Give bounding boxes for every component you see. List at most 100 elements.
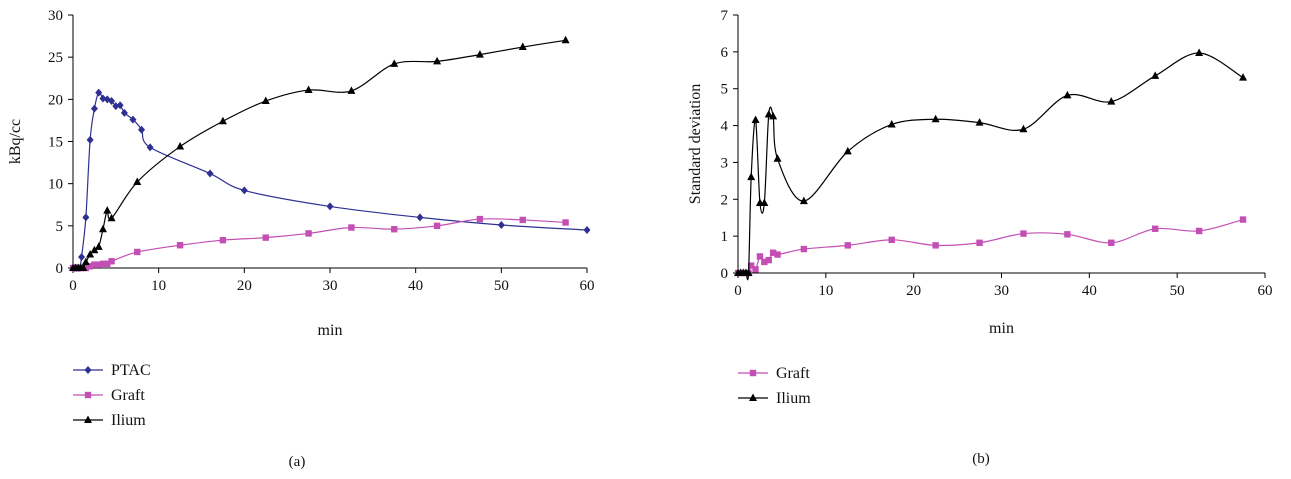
chart-a-point-graft <box>108 258 115 265</box>
chart-a-point-graft <box>86 263 94 270</box>
chart-b-point-graft <box>888 236 895 244</box>
chart-b-x-axis-label: min <box>989 320 1014 337</box>
chart-b-y-axis-label: Standard deviation <box>687 84 704 204</box>
chart-b-point-graft <box>1195 227 1203 235</box>
chart-a-point-ilium <box>347 86 356 94</box>
chart-a-x-tick-label: 30 <box>323 278 338 294</box>
chart-a-point-graft <box>134 248 141 256</box>
chart-b-point-ilium <box>1063 90 1072 99</box>
chart-a-point-graft <box>99 260 107 267</box>
chart-a-legend-item-ilium: Ilium <box>73 412 146 429</box>
chart-a-y-tick-label: 5 <box>56 219 64 235</box>
chart-b-point-ilium <box>1151 71 1160 79</box>
chart-b-x-tick-label: 40 <box>1082 283 1097 299</box>
chart-b-y-tick-label: 6 <box>721 45 729 61</box>
chart-b-x-tick-label: 30 <box>994 283 1009 299</box>
chart-a-point-graft <box>176 242 184 249</box>
chart-b-point-graft <box>1064 231 1071 238</box>
chart-a-point-ilium <box>176 142 185 150</box>
chart-b-y-tick-label: 1 <box>721 229 729 245</box>
chart-a-point-graft <box>391 226 398 233</box>
chart-b-point-graft <box>1108 239 1115 246</box>
chart-a-y-tick-label: 30 <box>48 8 63 24</box>
chart-a-caption: (a) <box>289 454 306 470</box>
chart-a-point-ilium <box>94 242 103 250</box>
chart-a-point-graft <box>219 236 227 244</box>
chart-a-point-ptac <box>240 186 248 195</box>
chart-b-point-graft <box>761 258 768 266</box>
chart-b-line-ilium <box>738 52 1244 281</box>
chart-a-series-ptac <box>69 88 591 272</box>
chart-b-point-graft <box>1239 216 1247 223</box>
chart-b-point-ilium <box>1019 124 1028 133</box>
chart-a-legend-item-graft: Graft <box>73 387 145 404</box>
chart-a-point-ilium <box>98 224 107 233</box>
chart-panel-b: 0 1 2 3 4 5 6 7 0 10 20 30 40 50 60 min Standard deviati… <box>650 0 1291 474</box>
chart-a-y-tick-label: 20 <box>48 92 63 108</box>
chart-a-point-graft <box>91 261 98 268</box>
chart-a-point-ptac <box>116 101 124 110</box>
chart-b-point-ilium <box>773 154 782 162</box>
chart-b-point-graft <box>1152 225 1159 232</box>
chart-b-point-ilium <box>887 119 896 128</box>
chart-b-y-tick-label: 0 <box>721 266 729 282</box>
chart-a-point-ptac <box>112 102 120 111</box>
chart-a-point-ilium <box>81 257 90 266</box>
chart-a-series-ilium <box>69 35 570 271</box>
chart-b-point-ilium <box>975 118 984 126</box>
chart-a-point-graft <box>433 222 441 230</box>
chart-b-legend-label: Graft <box>776 365 810 382</box>
chart-a-x-tick-label: 20 <box>237 278 252 294</box>
chart-b-point-ilium <box>843 146 852 155</box>
chart-a-point-ilium <box>261 96 270 105</box>
chart-a-point-ptac <box>129 115 137 124</box>
chart-b-legend-label: Ilium <box>776 390 811 407</box>
chart-a-legend-label: Ilium <box>111 412 146 429</box>
chart-a-point-graft <box>305 230 312 237</box>
chart-a-point-ilium <box>475 50 484 58</box>
chart-b-x-tick-label: 50 <box>1170 283 1185 299</box>
chart-b-point-graft <box>932 242 939 249</box>
chart-b-point-graft <box>774 251 781 258</box>
chart-a-point-ptac <box>120 108 128 117</box>
chart-a-legend-marker <box>84 415 92 423</box>
chart-panel-a: 0 5 10 15 20 25 30 0 10 20 30 40 50 60 min kBq/cc PTAC Gr… <box>0 0 640 474</box>
chart-a-point-ptac <box>108 97 116 106</box>
chart-a-point-ptac <box>206 169 214 178</box>
chart-b-point-ilium <box>744 268 753 276</box>
chart-a-point-graft <box>348 224 355 231</box>
chart-a-point-ptac <box>86 135 94 144</box>
chart-b-point-ilium <box>764 110 773 118</box>
chart-b-point-graft <box>844 242 851 249</box>
chart-a-line-ptac <box>73 91 588 270</box>
chart-b-line-graft <box>738 218 1244 275</box>
chart-b-point-graft <box>1020 230 1027 237</box>
chart-a-point-ptac <box>138 125 146 134</box>
chart-a-point-ptac <box>416 213 424 222</box>
chart-a-y-tick-label: 0 <box>56 261 64 277</box>
chart-b-y-tick-label: 3 <box>721 155 729 171</box>
chart-a-point-ilium <box>133 177 142 185</box>
chart-a-point-graft <box>476 215 484 223</box>
chart-b-point-graft <box>756 253 764 260</box>
chart-b-point-graft <box>976 239 983 246</box>
chart-b-point-graft <box>769 249 777 256</box>
chart-a-line-graft <box>73 218 566 269</box>
chart-a-point-graft <box>95 261 102 268</box>
chart-a-point-graft <box>262 234 269 241</box>
chart-b-point-ilium <box>799 196 808 205</box>
chart-b-point-graft <box>765 256 772 264</box>
chart-b-x-tick-label: 60 <box>1258 283 1273 299</box>
chart-b-point-ilium <box>1107 97 1116 105</box>
chart-b-legend-marker <box>749 369 757 377</box>
chart-a-x-tick-label: 50 <box>494 278 509 294</box>
chart-a-point-graft <box>562 219 569 226</box>
chart-a-point-ilium <box>390 59 399 67</box>
chart-b-legend-marker <box>749 393 757 401</box>
chart-b-point-ilium <box>747 172 756 181</box>
chart-b-svg: 0 1 2 3 4 5 6 7 0 10 20 30 40 50 60 min Standard deviati… <box>687 8 1273 467</box>
chart-a-y-tick-label: 25 <box>48 50 63 66</box>
chart-b-point-ilium <box>931 114 940 123</box>
chart-b-caption: (b) <box>972 451 990 467</box>
chart-a-point-ptac <box>90 104 98 113</box>
